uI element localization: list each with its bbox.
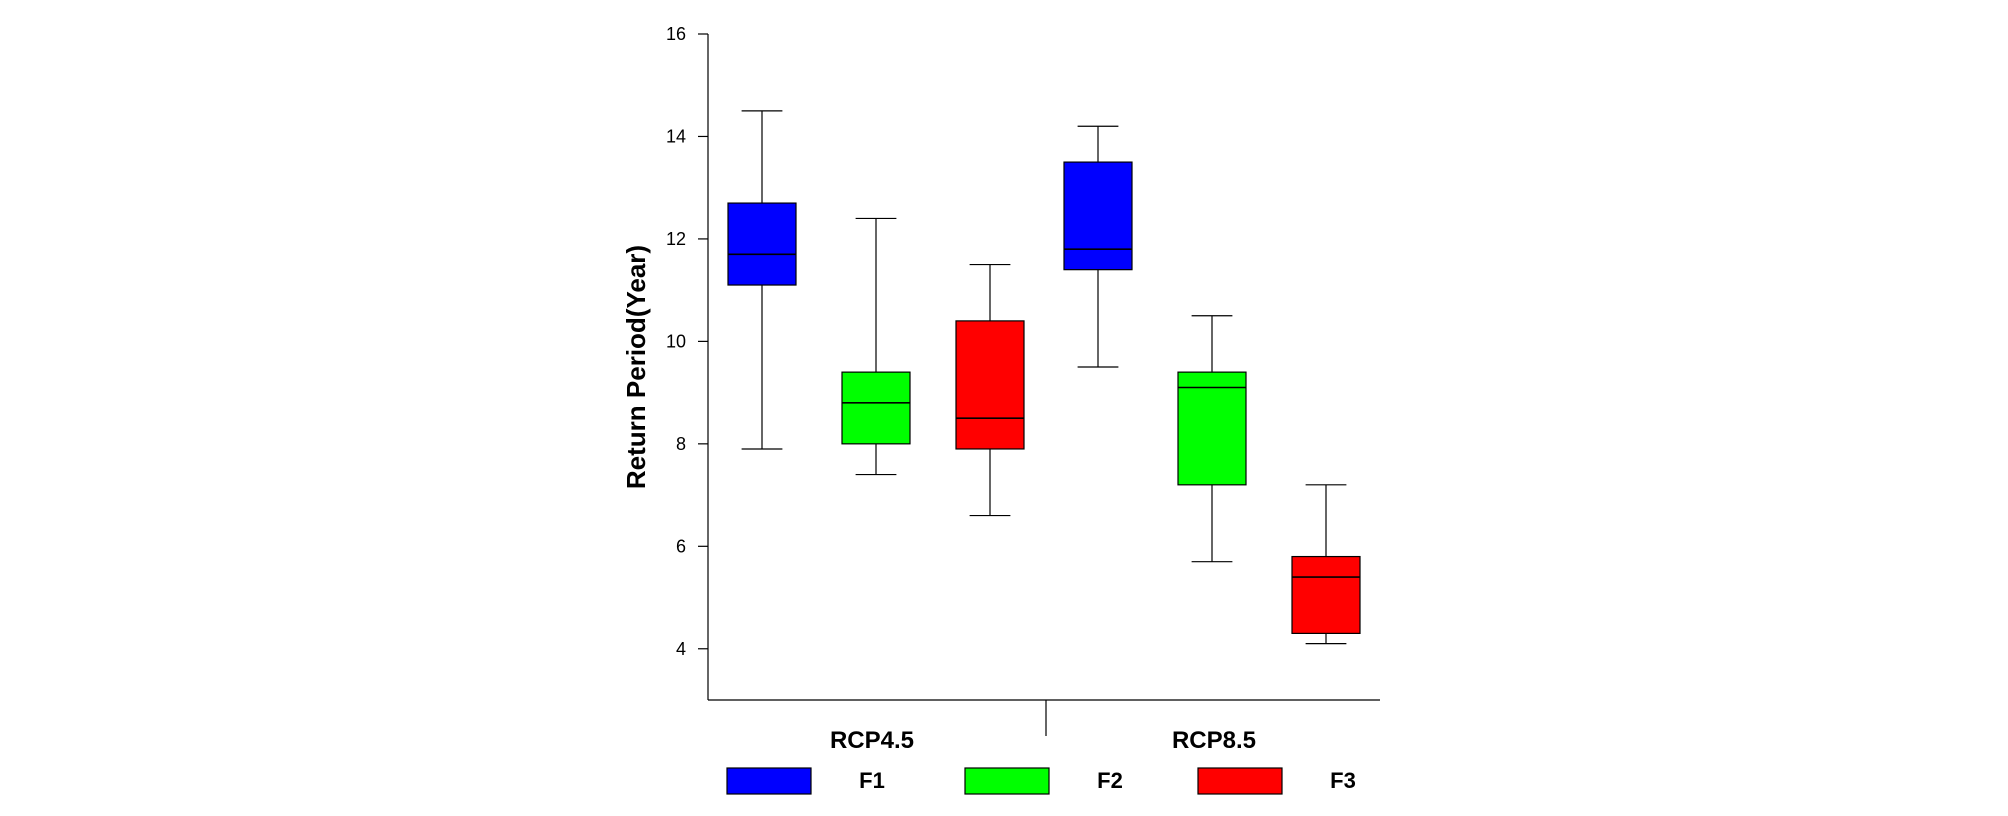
x-group-labels: RCP4.5 RCP8.5 xyxy=(830,727,1256,754)
box-f2-rcp85 xyxy=(1177,315,1247,563)
box-series-group xyxy=(727,110,1361,645)
iqr-box xyxy=(727,202,797,286)
y-tick-label: 10 xyxy=(666,331,686,351)
iqr-box xyxy=(1291,555,1361,634)
legend-swatch xyxy=(1197,767,1283,795)
y-tick-label: 16 xyxy=(666,24,686,44)
box-f3-rcp85 xyxy=(1291,484,1361,645)
legend-label: F2 xyxy=(1097,768,1123,793)
box-f2-rcp45 xyxy=(841,217,911,476)
x-group-label: RCP4.5 xyxy=(830,727,914,754)
iqr-box xyxy=(955,320,1025,450)
y-tick-label: 12 xyxy=(666,229,686,249)
legend-swatch xyxy=(964,767,1050,795)
y-tick-label: 14 xyxy=(666,126,686,146)
x-group-label: RCP8.5 xyxy=(1172,727,1256,754)
box-f3-rcp45 xyxy=(955,263,1025,517)
iqr-box xyxy=(841,371,911,445)
iqr-box xyxy=(1063,161,1133,271)
y-axis-title: Return Period(Year) xyxy=(621,245,651,489)
iqr-box xyxy=(1177,371,1247,486)
legend: F1 F2 F3 xyxy=(726,767,1356,795)
y-tick-label: 8 xyxy=(676,434,686,454)
legend-label: F3 xyxy=(1330,768,1356,793)
x-axis xyxy=(708,699,1380,736)
legend-item-f1: F1 xyxy=(726,767,885,795)
box-f1-rcp85 xyxy=(1063,125,1133,368)
box-f1-rcp45 xyxy=(727,110,797,450)
legend-label: F1 xyxy=(859,768,885,793)
y-tick-label: 6 xyxy=(676,536,686,556)
y-axis: 4 6 8 10 12 14 16 xyxy=(666,24,709,700)
legend-swatch xyxy=(726,767,812,795)
y-tick-label: 4 xyxy=(676,639,686,659)
legend-item-f2: F2 xyxy=(964,767,1123,795)
legend-item-f3: F3 xyxy=(1197,767,1356,795)
